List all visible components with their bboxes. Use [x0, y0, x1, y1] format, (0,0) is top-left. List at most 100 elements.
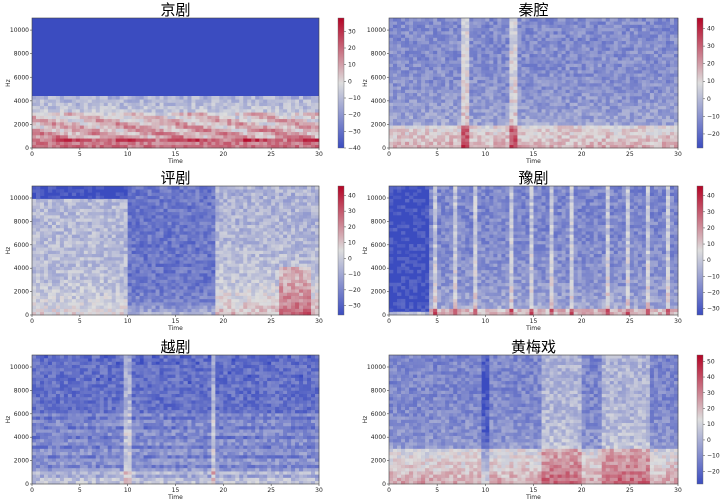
spectrogram-cell — [43, 105, 49, 110]
spectrogram-cell — [617, 122, 623, 126]
spectrogram-cell — [593, 57, 599, 61]
spectrogram-cell — [63, 237, 69, 242]
spectrogram-cell — [103, 105, 109, 110]
spectrogram-cell — [445, 44, 450, 48]
spectrogram-cell — [243, 102, 248, 107]
spectrogram-cell — [529, 63, 534, 68]
spectrogram-cell — [441, 60, 446, 64]
spectrogram-cell — [533, 47, 538, 51]
spectrogram-cell — [47, 276, 53, 280]
spectrogram-cell — [461, 47, 466, 51]
spectrogram-cell — [489, 40, 494, 45]
spectrogram-cell — [63, 192, 69, 196]
spectrogram-cell — [665, 53, 671, 58]
spectrogram-cell — [131, 122, 136, 126]
spectrogram-cell — [35, 231, 41, 235]
spectrogram-cell — [469, 70, 474, 74]
spectrogram-cell — [601, 138, 607, 142]
spectrogram-cell — [541, 99, 546, 103]
spectrogram-cell — [79, 244, 85, 248]
spectrogram-cell — [191, 118, 196, 123]
spectrogram-cell — [115, 247, 120, 251]
spectrogram-cell — [513, 57, 518, 61]
spectrogram-cell — [99, 202, 105, 206]
spectrogram-cell — [425, 96, 430, 100]
spectrogram-cell — [589, 112, 594, 116]
spectrogram-cell — [485, 53, 490, 58]
spectrogram-cell — [59, 208, 65, 213]
spectrogram-cell — [645, 102, 651, 107]
spectrogram-cell — [533, 18, 538, 22]
spectrogram-cell — [393, 112, 398, 116]
spectrogram-cell — [155, 112, 160, 116]
spectrogram-cell — [299, 118, 304, 123]
spectrogram-cell — [477, 118, 482, 123]
spectrogram-cell — [32, 96, 37, 100]
spectrogram-cell — [481, 21, 486, 25]
spectrogram-cell — [287, 135, 292, 139]
spectrogram-cell — [525, 122, 530, 126]
spectrogram-cell — [425, 40, 430, 45]
spectrogram-cell — [525, 135, 530, 139]
spectrogram-cell — [581, 79, 586, 84]
spectrogram-cell — [47, 215, 53, 219]
spectrogram-cell — [255, 128, 260, 133]
spectrogram-cell — [315, 131, 320, 136]
spectrogram-cell — [123, 112, 128, 116]
spectrogram-cell — [529, 47, 534, 51]
spectrogram-cell — [99, 105, 105, 110]
spectrogram-cell — [405, 131, 410, 136]
spectrogram-cell — [119, 192, 124, 196]
spectrogram-cell — [625, 24, 631, 29]
spectrogram-cell — [449, 70, 454, 74]
spectrogram-cell — [609, 34, 615, 38]
spectrogram-cell — [299, 125, 304, 129]
spectrogram-cell — [143, 109, 148, 113]
spectrogram-cell — [529, 96, 534, 100]
spectrogram-cell — [613, 105, 619, 110]
spectrogram-cell — [71, 221, 77, 225]
spectrogram-cell — [39, 131, 45, 136]
spectrogram-cell — [445, 83, 450, 87]
spectrogram-cell — [47, 250, 53, 255]
spectrogram-cell — [55, 144, 61, 149]
spectrogram-cell — [545, 18, 550, 22]
spectrogram-cell — [437, 18, 442, 22]
spectrogram-cell — [577, 122, 582, 126]
spectrogram-cell — [621, 57, 627, 61]
spectrogram-cell — [417, 89, 422, 94]
spectrogram-cell — [549, 21, 554, 25]
spectrogram-cell — [223, 102, 228, 107]
spectrogram-cell — [653, 92, 659, 97]
spectrogram-cell — [389, 125, 394, 129]
spectrogram-cell — [397, 102, 402, 107]
spectrogram-cell — [517, 131, 522, 136]
colorbar-tick-label: 30 — [707, 43, 715, 50]
spectrogram-cell — [641, 118, 647, 123]
spectrogram-cell — [445, 135, 450, 139]
spectrogram-cell — [123, 141, 128, 146]
spectrogram-cell — [665, 118, 671, 123]
spectrogram-cell — [453, 118, 458, 123]
spectrogram-cell — [417, 131, 422, 136]
spectrogram-cell — [91, 125, 97, 129]
spectrogram-cell — [67, 218, 73, 222]
spectrogram-cell — [123, 311, 128, 316]
spectrogram-cell — [661, 73, 667, 77]
spectrogram-cell — [203, 109, 208, 113]
spectrogram-cell — [485, 109, 490, 113]
spectrogram-cell — [95, 237, 101, 242]
spectrogram-cell — [485, 138, 490, 142]
spectrogram-cell — [637, 53, 643, 58]
spectrogram-cell — [187, 96, 192, 100]
spectrogram-cell — [481, 70, 486, 74]
spectrogram-cell — [541, 83, 546, 87]
spectrogram-cell — [481, 115, 486, 120]
spectrogram-cell — [461, 83, 466, 87]
spectrogram-cell — [565, 125, 570, 129]
spectrogram-cell — [505, 112, 510, 116]
spectrogram-cell — [393, 70, 398, 74]
spectrogram-cell — [111, 263, 117, 267]
spectrogram-cell — [429, 125, 434, 129]
spectrogram-cell — [303, 102, 308, 107]
